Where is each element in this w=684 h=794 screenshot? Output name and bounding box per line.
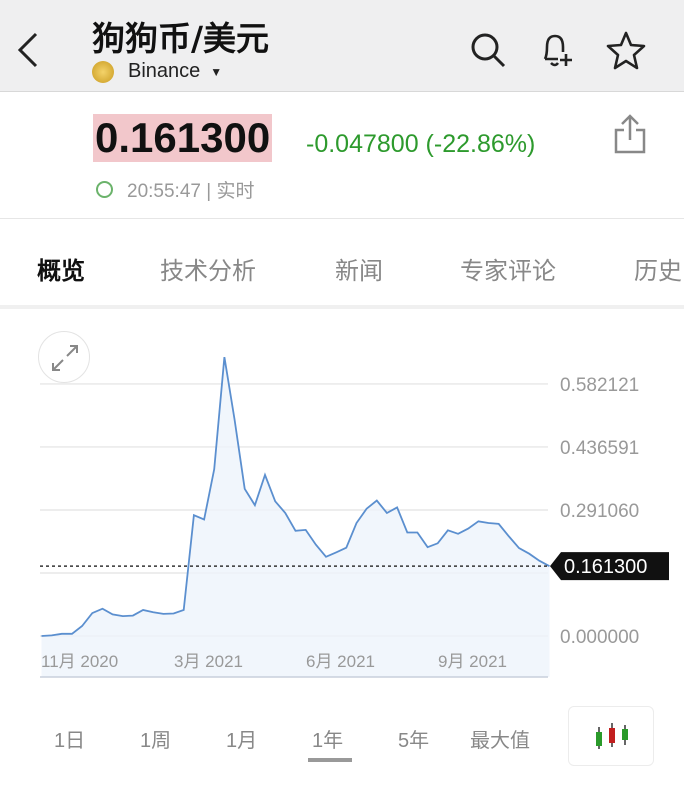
tab-news[interactable]: 新闻 bbox=[335, 258, 383, 285]
expand-icon bbox=[52, 345, 78, 371]
clock-icon bbox=[96, 181, 113, 198]
x-tick-label: 3月 2021 bbox=[174, 652, 243, 671]
caret-down-icon: ▼ bbox=[210, 64, 223, 79]
y-tick-label: 0.000000 bbox=[560, 627, 639, 648]
bell-plus-icon[interactable] bbox=[536, 30, 576, 70]
range-1d[interactable]: 1日 bbox=[54, 730, 86, 752]
section-tabs: 概览 技术分析 新闻 专家评论 历史 bbox=[0, 219, 684, 309]
current-value-tag: 0.161300 bbox=[550, 552, 669, 581]
exchange-selector[interactable]: Binance ▼ bbox=[92, 60, 222, 83]
chart-area-fill bbox=[41, 357, 550, 677]
current-value-label: 0.161300 bbox=[564, 556, 647, 578]
tab-technical[interactable]: 技术分析 bbox=[160, 258, 256, 285]
current-price: 0.161300 bbox=[93, 114, 273, 162]
range-1w[interactable]: 1周 bbox=[140, 730, 172, 752]
range-1y[interactable]: 1年 bbox=[312, 730, 344, 752]
y-tick-label: 0.436591 bbox=[560, 438, 639, 459]
range-max[interactable]: 最大值 bbox=[470, 730, 530, 752]
candlestick-toggle-button[interactable] bbox=[568, 706, 654, 766]
price-chart: 0.161300 0.582121 0.436591 0.291060 0.00… bbox=[40, 356, 669, 678]
doge-coin-icon bbox=[92, 60, 114, 83]
range-1m[interactable]: 1月 bbox=[226, 730, 258, 752]
quote-time-text: 20:55:47 | 实时 bbox=[127, 181, 255, 202]
page-title: 狗狗币/美元 bbox=[92, 19, 270, 58]
y-tick-label: 0.291060 bbox=[560, 501, 639, 522]
tab-history[interactable]: 历史 bbox=[634, 258, 682, 285]
x-tick-label: 9月 2021 bbox=[438, 652, 507, 671]
candlestick-icon bbox=[596, 723, 628, 749]
chart-line bbox=[41, 356, 550, 637]
time-range-selector: 1日 1周 1月 1年 5年 最大值 bbox=[0, 708, 684, 768]
share-icon[interactable] bbox=[612, 112, 648, 156]
app-header: 狗狗币/美元 Binance ▼ bbox=[0, 0, 684, 92]
star-icon[interactable] bbox=[606, 30, 646, 70]
expand-chart-button[interactable] bbox=[38, 331, 90, 383]
search-icon[interactable] bbox=[468, 30, 508, 70]
y-tick-label: 0.582121 bbox=[560, 375, 639, 396]
tab-expert[interactable]: 专家评论 bbox=[460, 258, 556, 285]
quote-panel: 0.161300 -0.047800 (-22.86%) 20:55:47 | … bbox=[0, 92, 684, 219]
range-5y[interactable]: 5年 bbox=[398, 730, 430, 752]
x-tick-label: 6月 2021 bbox=[306, 652, 375, 671]
quote-time: 20:55:47 | 实时 bbox=[96, 176, 254, 203]
back-icon[interactable] bbox=[14, 30, 44, 70]
x-tick-label: 11月 2020 bbox=[41, 652, 118, 671]
active-range-indicator bbox=[308, 758, 352, 762]
price-change: -0.047800 (-22.86%) bbox=[306, 130, 536, 158]
tab-overview[interactable]: 概览 bbox=[37, 258, 85, 285]
exchange-name: Binance bbox=[128, 60, 201, 82]
